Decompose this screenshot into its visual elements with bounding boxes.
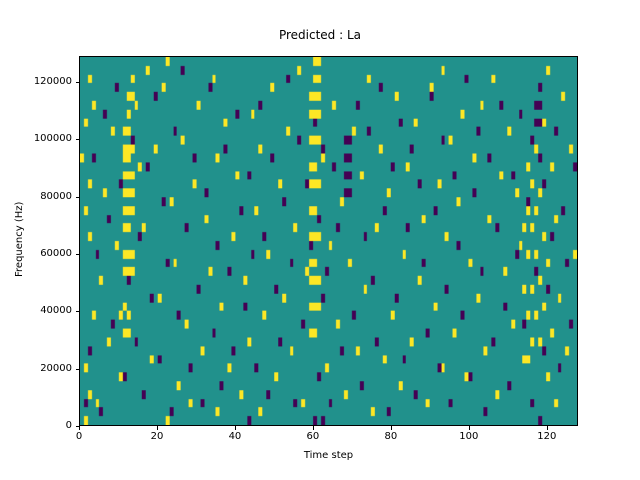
y-tick-mark bbox=[75, 139, 79, 141]
x-tick-label: 20 bbox=[150, 431, 164, 442]
y-tick-label: 0 bbox=[65, 420, 72, 431]
x-tick-label: 0 bbox=[75, 431, 83, 442]
page-title: Predicted : La bbox=[278, 28, 362, 42]
y-tick-label: 40000 bbox=[40, 305, 72, 317]
x-tick-mark bbox=[156, 426, 158, 430]
y-tick-mark bbox=[75, 426, 79, 427]
y-tick-mark bbox=[75, 196, 79, 198]
x-tick-mark bbox=[312, 426, 314, 430]
y-tick-label: 120000 bbox=[33, 75, 72, 87]
x-tick-label: 100 bbox=[459, 431, 479, 442]
y-tick-label: 80000 bbox=[40, 190, 72, 202]
heatmap-axes bbox=[79, 56, 578, 426]
x-tick-label: 60 bbox=[306, 431, 320, 442]
y-tick-label: 100000 bbox=[33, 133, 72, 145]
x-tick-mark bbox=[234, 426, 236, 430]
x-tick-label: 80 bbox=[384, 431, 398, 442]
y-tick-mark bbox=[75, 253, 79, 255]
x-axis-label: Time step bbox=[303, 450, 354, 461]
x-tick-mark bbox=[546, 426, 548, 430]
y-tick-mark bbox=[75, 368, 79, 370]
x-tick-label: 40 bbox=[228, 431, 242, 442]
x-tick-mark bbox=[468, 426, 470, 430]
y-tick-label: 20000 bbox=[40, 362, 72, 374]
y-tick-label: 60000 bbox=[40, 247, 72, 259]
y-tick-mark bbox=[75, 81, 79, 83]
x-tick-label: 120 bbox=[537, 431, 557, 442]
x-tick-mark bbox=[79, 426, 80, 430]
y-tick-mark bbox=[75, 311, 79, 313]
heatmap-image bbox=[80, 57, 577, 425]
x-tick-mark bbox=[390, 426, 392, 430]
